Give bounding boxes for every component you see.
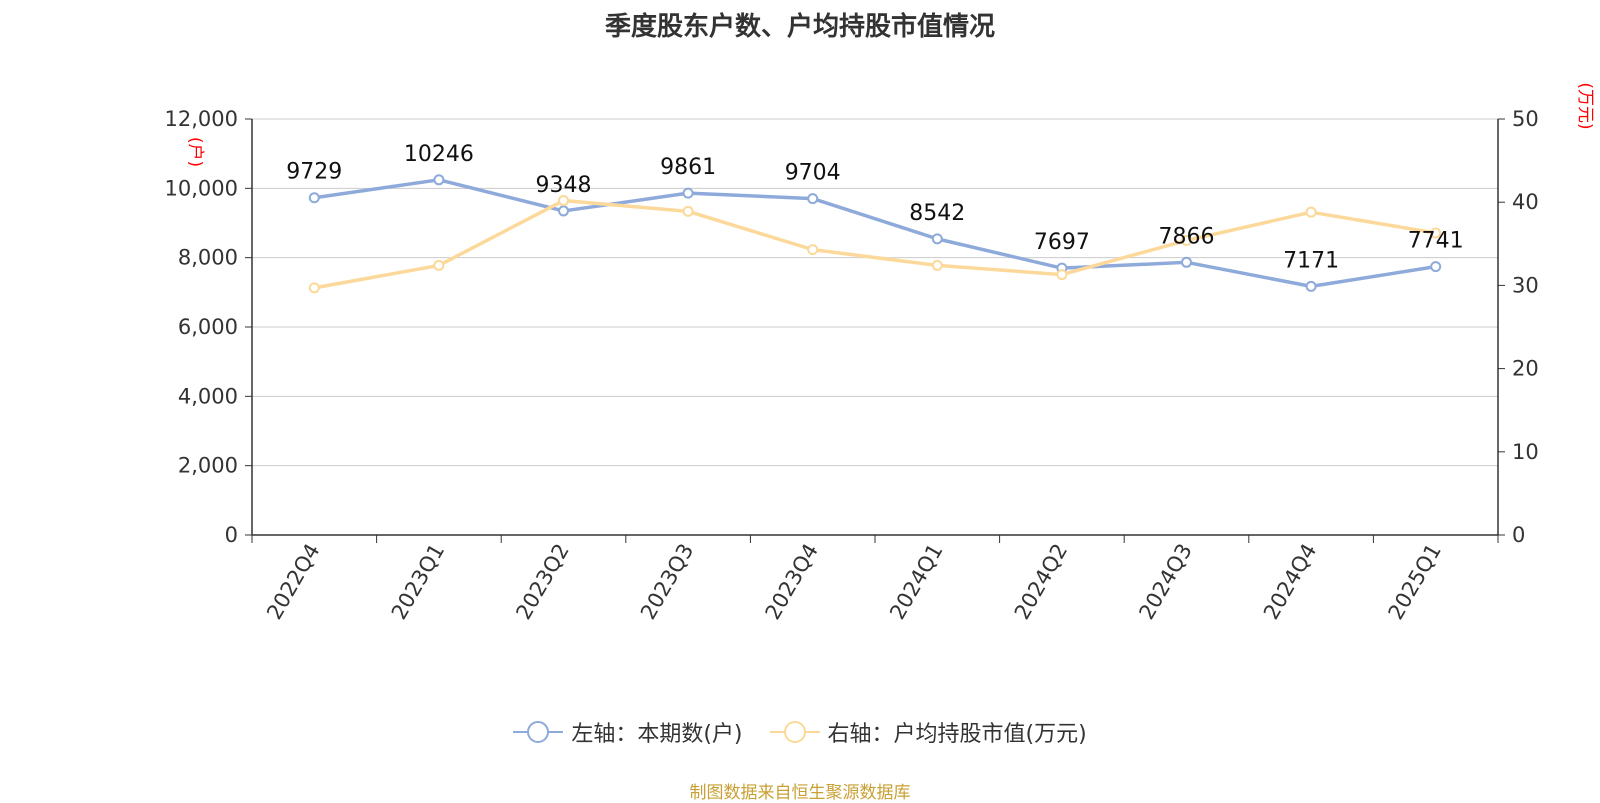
x-axis-tick-label: 2025Q1 xyxy=(1384,540,1446,624)
left-series-line xyxy=(314,178,1436,289)
right-series-point xyxy=(931,259,943,271)
data-label: 9704 xyxy=(785,161,841,186)
source-note: 制图数据来自恒生聚源数据库 xyxy=(689,783,911,803)
left-series-point xyxy=(1305,280,1317,292)
left-series-point xyxy=(807,193,819,205)
x-axis-tick-label: 2024Q4 xyxy=(1259,540,1321,624)
legend-label-left: 左轴：本期数(户) xyxy=(571,722,743,747)
chart-title: 季度股东户数、户均持股市值情况 xyxy=(604,12,995,42)
legend-label-right: 右轴：户均持股市值(万元) xyxy=(827,722,1087,747)
right-axis-unit: (万元) xyxy=(1575,82,1595,129)
left-series-point xyxy=(433,174,445,186)
left-axis-tick-label: 4,000 xyxy=(178,384,238,408)
chart-area: 0 2,000 4,000 6,000 8,000 10,000 12,000 0 10 20 30… xyxy=(165,82,1595,624)
data-label: 9861 xyxy=(660,155,716,180)
right-series-point xyxy=(1430,227,1442,239)
x-axis-tick-label: 2023Q4 xyxy=(761,540,823,624)
legend-right-marker-icon xyxy=(769,721,820,743)
left-axis-tick-label: 6,000 xyxy=(178,315,238,339)
right-axis-tick-label: 0 xyxy=(1512,523,1525,547)
right-series-point xyxy=(558,195,569,207)
right-axis-tick-label: 30 xyxy=(1512,273,1539,297)
left-series-point xyxy=(1181,256,1192,268)
left-axis-unit: (户) xyxy=(185,137,205,167)
x-axis-tick-label: 2023Q1 xyxy=(387,540,449,624)
data-label: 7866 xyxy=(1159,224,1215,249)
data-label: 9348 xyxy=(536,173,592,198)
legend-item-left[interactable]: 左轴：本期数(户) xyxy=(513,716,743,748)
left-series-point xyxy=(558,205,569,217)
legend: 左轴：本期数(户) 右轴：户均持股市值(万元) xyxy=(0,716,1600,750)
left-series-point xyxy=(931,233,943,245)
data-label: 10246 xyxy=(404,142,474,167)
right-series-point xyxy=(1305,206,1317,218)
x-axis-tick-label: 2023Q2 xyxy=(511,540,573,624)
right-series-line xyxy=(313,198,1436,290)
right-series-point xyxy=(682,205,694,217)
x-axis-tick-label: 2024Q2 xyxy=(1010,540,1072,624)
right-axis-tick-label: 50 xyxy=(1512,107,1539,131)
data-label: 7171 xyxy=(1283,248,1339,273)
left-axis-tick-label: 12,000 xyxy=(165,107,238,131)
left-axis-tick-label: 10,000 xyxy=(165,176,238,200)
right-axis-tick-label: 40 xyxy=(1512,190,1539,214)
x-axis-tick-label: 2024Q3 xyxy=(1134,540,1196,624)
right-series-point xyxy=(807,244,819,256)
x-axis-tick-label: 2022Q4 xyxy=(262,540,324,624)
left-axis-tick-label: 8,000 xyxy=(178,246,238,270)
right-axis-tick-label: 20 xyxy=(1512,357,1539,381)
right-series-point xyxy=(433,259,445,271)
x-axis-tick-label: 2024Q1 xyxy=(885,540,947,624)
x-axis-tick-label: 2023Q3 xyxy=(636,540,698,624)
left-series-point xyxy=(308,192,320,204)
data-label: 7741 xyxy=(1408,229,1464,254)
data-label: 8542 xyxy=(909,201,965,226)
left-series-point xyxy=(682,187,694,199)
right-axis-tick-label: 10 xyxy=(1512,440,1539,464)
right-series-point xyxy=(1056,269,1068,281)
right-series-point xyxy=(308,282,320,294)
left-series-point xyxy=(1430,261,1442,273)
legend-item-right[interactable]: 右轴：户均持股市值(万元) xyxy=(769,716,1087,748)
data-label: 7697 xyxy=(1034,230,1090,255)
data-label: 9729 xyxy=(286,160,342,185)
legend-left-marker-icon xyxy=(513,721,564,743)
right-series-point xyxy=(1181,234,1192,246)
left-axis-tick-label: 2,000 xyxy=(178,454,238,478)
left-axis-tick-label: 0 xyxy=(225,523,238,547)
